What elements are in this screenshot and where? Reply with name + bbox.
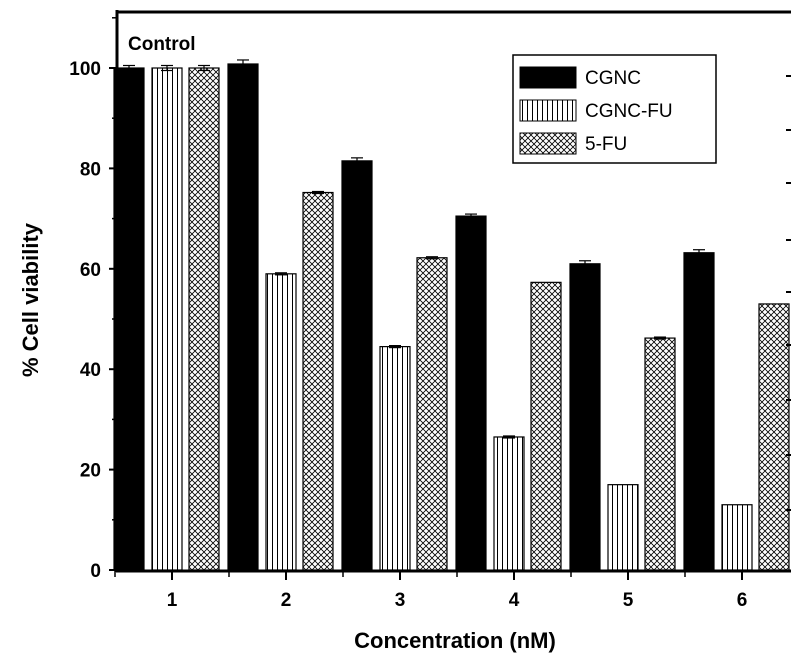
error-bar-cgnc-fu-1 [161, 64, 173, 72]
bar-cgnc-fu-4 [493, 436, 525, 571]
bar-5fu-4 [530, 281, 562, 571]
bar-cgnc-1 [113, 67, 145, 571]
bar-cgnc-fu-1 [151, 67, 183, 571]
legend-swatch-cgnc [519, 66, 577, 89]
bar-cgnc-fu-2 [265, 273, 297, 571]
error-bar-5fu-2 [312, 190, 324, 195]
bar-5fu-2 [302, 191, 334, 571]
error-bar-cgnc-6 [693, 249, 705, 257]
bar-cgnc-5 [569, 263, 601, 571]
x-tick-label-6: 6 [737, 590, 748, 611]
legend-label-cgnc: CGNC [585, 68, 641, 89]
y-tick-label-0: 0 [90, 561, 101, 582]
legend: CGNC CGNC-FU 5-FU [512, 54, 717, 164]
legend-swatch-cgnc-fu [519, 99, 577, 122]
bar-cgnc-6 [683, 252, 715, 571]
error-bar-cgnc-5 [579, 260, 591, 268]
bar-cgnc-4 [455, 215, 487, 571]
bar-5fu-1 [188, 67, 220, 571]
error-bar-5fu-3 [426, 256, 438, 260]
error-bar-cgnc-fu-4 [503, 435, 515, 439]
error-bar-5fu-1 [198, 64, 210, 72]
x-tick-label-5: 5 [623, 590, 634, 611]
error-bar-cgnc-fu-2 [275, 272, 287, 276]
error-bar-5fu-5 [654, 336, 666, 340]
error-bar-cgnc-4 [465, 213, 477, 219]
legend-label-5fu: 5-FU [585, 134, 627, 155]
control-annotation: Control [128, 34, 196, 55]
y-tick-label-40: 40 [80, 360, 101, 381]
y-ticks: 0 20 40 60 80 100 [69, 17, 117, 582]
bar-5fu-5 [644, 337, 676, 571]
x-ticks: 1 2 3 4 5 6 [114, 571, 748, 611]
x-tick-label-4: 4 [509, 590, 520, 611]
error-bar-cgnc-1 [123, 64, 135, 72]
error-bar-cgnc-2 [237, 59, 249, 69]
bar-cgnc-2 [227, 63, 259, 571]
error-bars-layer [123, 59, 705, 439]
y-tick-label-20: 20 [80, 461, 101, 482]
bar-cgnc-3 [341, 160, 373, 571]
y-axis-title: % Cell viability [18, 222, 43, 377]
bar-cgnc-fu-6 [721, 504, 753, 571]
right-edge-ticks [786, 75, 791, 511]
bar-cgnc-fu-3 [379, 346, 411, 571]
legend-label-cgnc-fu: CGNC-FU [585, 101, 673, 122]
x-tick-label-1: 1 [167, 590, 178, 611]
bar-cgnc-fu-5 [607, 484, 639, 571]
x-axis-title: Concentration (nM) [354, 628, 556, 653]
legend-swatch-5fu [519, 132, 577, 155]
x-tick-label-2: 2 [281, 590, 292, 611]
y-tick-label-60: 60 [80, 260, 101, 281]
bar-5fu-6 [758, 303, 790, 571]
y-tick-label-80: 80 [80, 159, 101, 180]
x-tick-label-3: 3 [395, 590, 406, 611]
error-bar-cgnc-fu-3 [389, 345, 401, 349]
error-bar-cgnc-3 [351, 157, 363, 165]
y-tick-label-100: 100 [69, 59, 101, 80]
bar-5fu-3 [416, 257, 448, 571]
